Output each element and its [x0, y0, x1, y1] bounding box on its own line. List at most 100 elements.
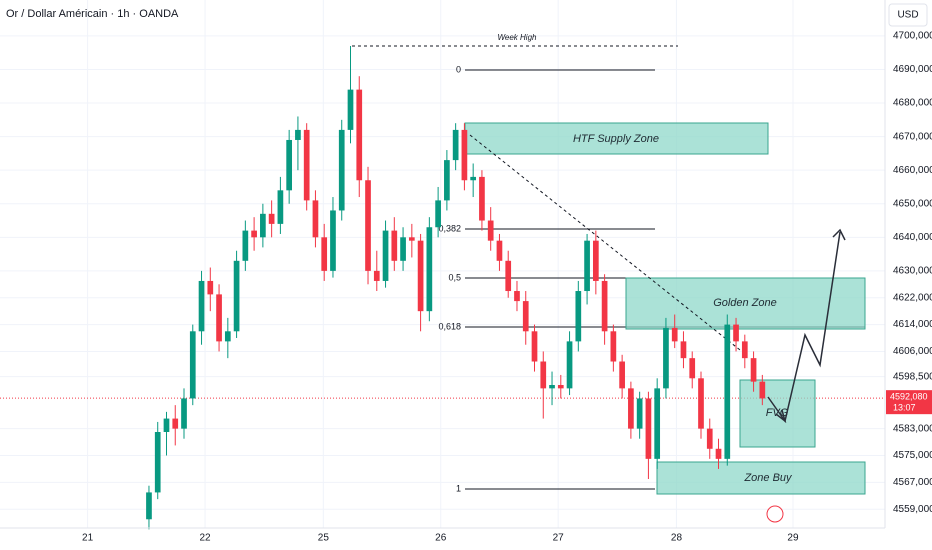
- candle-body: [750, 358, 757, 382]
- candle-body: [242, 230, 249, 261]
- buy-zone: [656, 461, 866, 495]
- candle-body: [408, 237, 415, 241]
- candle-body: [435, 200, 441, 228]
- candle-body: [260, 213, 266, 238]
- x-tick-label: 26: [435, 533, 447, 544]
- fib-label: 0,5: [448, 272, 461, 282]
- candle-body: [575, 291, 582, 342]
- last-price-box: [886, 390, 932, 415]
- projection-path: [767, 231, 841, 423]
- candle-body: [338, 129, 345, 211]
- candle-body: [426, 227, 433, 312]
- fib-label: 1: [456, 483, 461, 493]
- candle-body: [514, 291, 520, 302]
- countdown: 13:07: [893, 403, 916, 413]
- candle-body: [382, 230, 389, 281]
- x-tick-label: 27: [553, 533, 565, 544]
- last-price-label: 4592,080: [890, 392, 928, 402]
- candle-body: [417, 240, 424, 312]
- candle-body: [470, 176, 477, 181]
- x-tick-label: 21: [82, 533, 94, 544]
- candle-body: [224, 331, 231, 342]
- y-tick-label: 4606,000: [893, 346, 932, 357]
- candle-body: [689, 358, 696, 379]
- candle-body: [373, 270, 380, 281]
- supply-label: HTF Supply Zone: [573, 133, 659, 145]
- candle-body: [645, 398, 652, 459]
- y-tick-label: 4567,000: [893, 477, 932, 488]
- candle-body: [444, 160, 450, 201]
- candle-body: [706, 428, 713, 449]
- candle-body: [461, 129, 468, 181]
- candles: [146, 45, 766, 530]
- y-tick-label: 4614,000: [893, 319, 932, 330]
- y-tick-label: 4575,000: [893, 450, 932, 461]
- x-tick-label: 28: [671, 533, 683, 544]
- y-tick-label: 4680,000: [893, 98, 932, 109]
- candle-body: [522, 301, 529, 332]
- projection-arrow: [832, 228, 846, 241]
- candle-body: [189, 331, 196, 399]
- axes: 4700,000 4690,000 4680,000 4670,000 4660,000…: [82, 31, 932, 544]
- candle-body: [295, 129, 301, 140]
- candle-body: [391, 230, 398, 261]
- buy-label: Zone Buy: [743, 472, 793, 484]
- candle-body: [356, 89, 363, 181]
- candle-body: [216, 294, 222, 342]
- candle-body: [233, 260, 240, 332]
- candle-body: [654, 388, 661, 459]
- x-tick-label: 29: [787, 533, 799, 544]
- candle-body: [557, 385, 564, 389]
- candle-body: [724, 324, 731, 459]
- candle-body: [610, 331, 617, 362]
- candle-body: [733, 324, 739, 342]
- candle-body: [715, 448, 722, 459]
- candle-body: [277, 190, 284, 224]
- candle-body: [400, 237, 406, 261]
- y-tick-label: 4640,000: [893, 232, 932, 243]
- candle-body: [312, 200, 319, 238]
- candle-body: [321, 237, 328, 271]
- fib-label: 0: [456, 64, 461, 74]
- candle-body: [146, 492, 152, 520]
- candle-body: [496, 240, 503, 261]
- candle-body: [619, 361, 625, 389]
- candle-body: [549, 385, 555, 389]
- chart-title: Or / Dollar Américain · 1h · OANDA: [6, 8, 179, 20]
- candle-body: [505, 260, 512, 292]
- y-tick-label: 4670,000: [893, 131, 932, 142]
- candle-body: [181, 398, 187, 429]
- supply-zone: [464, 122, 769, 155]
- candle-body: [663, 327, 669, 389]
- candle-body: [172, 418, 179, 429]
- candle-body: [698, 378, 704, 429]
- currency-box[interactable]: [888, 3, 928, 27]
- candle-body: [303, 129, 310, 201]
- candle-body: [671, 327, 678, 342]
- candle-body: [531, 331, 538, 362]
- candle-body: [452, 129, 459, 161]
- y-tick-label: 4598,500: [893, 371, 932, 382]
- projection-arrow: [775, 409, 787, 423]
- candle-body: [365, 180, 371, 271]
- x-tick-label: 22: [199, 533, 211, 544]
- candle-body: [584, 240, 590, 292]
- currency: USD: [897, 10, 918, 21]
- candle-body: [207, 280, 214, 295]
- candle-body: [592, 240, 599, 281]
- candle-body: [628, 388, 634, 429]
- candle-body: [198, 280, 205, 332]
- y-tick-label: 4690,000: [893, 64, 932, 75]
- week-high-label: Week High: [498, 33, 538, 42]
- fvg-zone: [739, 379, 816, 448]
- candle-body: [680, 341, 687, 359]
- y-tick-label: 4583,000: [893, 423, 932, 434]
- y-tick-label: 4630,000: [893, 266, 932, 277]
- event-icon[interactable]: [766, 505, 784, 523]
- candle-body: [479, 176, 485, 221]
- golden-label: Golden Zone: [713, 297, 777, 309]
- candle-body: [330, 210, 336, 271]
- y-tick-label: 4660,000: [893, 165, 932, 176]
- y-tick-label: 4559,000: [893, 504, 932, 515]
